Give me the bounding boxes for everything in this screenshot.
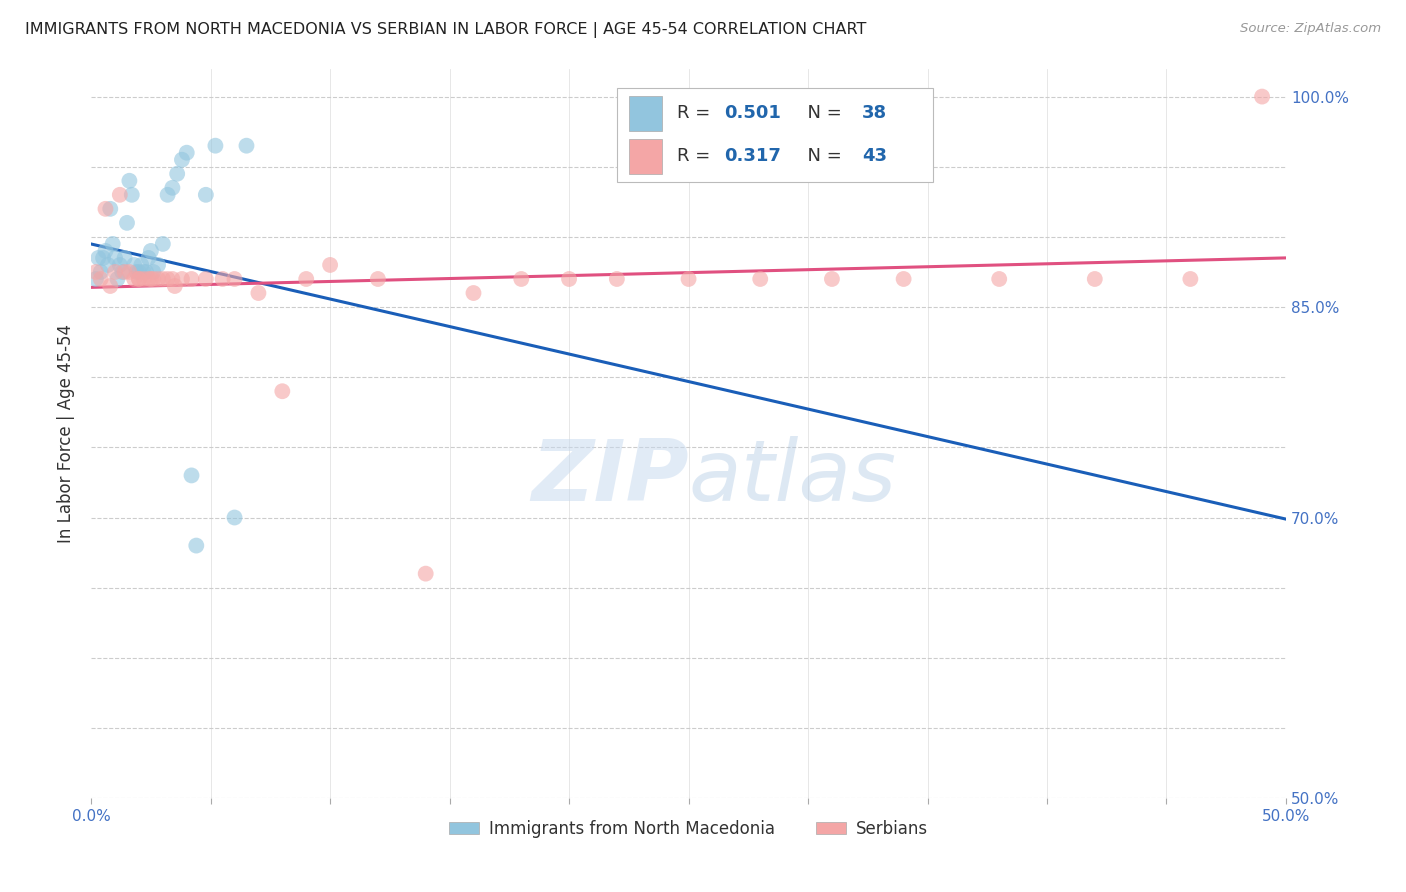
Point: [162, 181, 184, 195]
Text: ZIP: ZIP: [531, 435, 689, 518]
Point: [90, 272, 112, 286]
Text: IMMIGRANTS FROM NORTH MACEDONIA VS SERBIAN IN LABOR FORCE | AGE 45-54 CORRELATIO: IMMIGRANTS FROM NORTH MACEDONIA VS SERBI…: [25, 22, 866, 38]
Point: [104, 251, 127, 265]
Point: [104, 265, 127, 279]
Point: [84, 272, 107, 286]
Point: [108, 187, 131, 202]
Point: [139, 272, 162, 286]
Point: [606, 272, 628, 286]
Text: Source: ZipAtlas.com: Source: ZipAtlas.com: [1240, 22, 1381, 36]
Text: 0.501: 0.501: [724, 104, 782, 122]
Point: [118, 265, 141, 279]
Text: N =: N =: [796, 147, 848, 165]
Bar: [628, 96, 662, 131]
Point: [128, 265, 150, 279]
Point: [186, 539, 208, 553]
Point: [1180, 272, 1202, 286]
Point: [180, 468, 202, 483]
Point: [235, 138, 257, 153]
Point: [135, 265, 157, 279]
Point: [180, 272, 202, 286]
Point: [90, 265, 112, 279]
Point: [87, 251, 110, 265]
Point: [138, 272, 160, 286]
Point: [988, 272, 1011, 286]
Point: [142, 265, 165, 279]
Point: [125, 265, 148, 279]
Point: [122, 272, 145, 286]
Point: [132, 272, 155, 286]
Point: [108, 258, 131, 272]
Point: [114, 251, 136, 265]
Point: [122, 258, 145, 272]
Point: [118, 174, 141, 188]
Text: 38: 38: [862, 104, 887, 122]
Bar: [628, 139, 662, 174]
Point: [510, 272, 533, 286]
FancyBboxPatch shape: [617, 88, 934, 182]
Point: [121, 187, 143, 202]
Text: 43: 43: [862, 147, 887, 165]
Text: N =: N =: [796, 104, 848, 122]
Point: [111, 265, 134, 279]
Point: [271, 384, 294, 399]
Point: [367, 272, 389, 286]
Point: [1084, 272, 1107, 286]
Point: [224, 510, 246, 524]
Text: R =: R =: [676, 104, 716, 122]
Point: [131, 258, 153, 272]
Point: [142, 272, 165, 286]
Point: [166, 167, 188, 181]
Point: [98, 202, 121, 216]
Point: [463, 285, 485, 300]
Point: [558, 272, 581, 286]
Point: [98, 279, 121, 293]
Point: [194, 187, 217, 202]
Point: [156, 187, 179, 202]
Point: [84, 265, 107, 279]
Point: [97, 258, 120, 272]
Point: [146, 258, 169, 272]
Point: [204, 138, 226, 153]
Point: [170, 153, 193, 167]
Point: [152, 272, 174, 286]
Point: [319, 258, 342, 272]
Point: [1251, 89, 1274, 103]
Point: [821, 272, 844, 286]
Point: [678, 272, 700, 286]
Point: [415, 566, 437, 581]
Point: [176, 145, 198, 160]
Point: [295, 272, 318, 286]
Point: [156, 272, 179, 286]
Point: [101, 236, 124, 251]
Point: [162, 272, 184, 286]
Point: [211, 272, 233, 286]
Text: R =: R =: [676, 147, 716, 165]
Point: [139, 244, 162, 258]
Point: [170, 272, 193, 286]
Point: [107, 272, 129, 286]
Legend: Immigrants from North Macedonia, Serbians: Immigrants from North Macedonia, Serbian…: [441, 814, 935, 845]
Point: [91, 251, 114, 265]
Point: [94, 202, 117, 216]
Point: [163, 279, 186, 293]
Point: [247, 285, 270, 300]
Point: [94, 244, 117, 258]
Y-axis label: In Labor Force | Age 45-54: In Labor Force | Age 45-54: [58, 324, 75, 543]
Point: [128, 272, 150, 286]
Point: [152, 236, 174, 251]
Point: [114, 265, 136, 279]
Point: [128, 272, 150, 286]
Point: [146, 272, 169, 286]
Point: [138, 251, 160, 265]
Point: [194, 272, 217, 286]
Point: [115, 216, 138, 230]
Point: [132, 265, 155, 279]
Text: 0.317: 0.317: [724, 147, 782, 165]
Point: [893, 272, 915, 286]
Point: [749, 272, 772, 286]
Point: [224, 272, 246, 286]
Text: atlas: atlas: [689, 435, 897, 518]
